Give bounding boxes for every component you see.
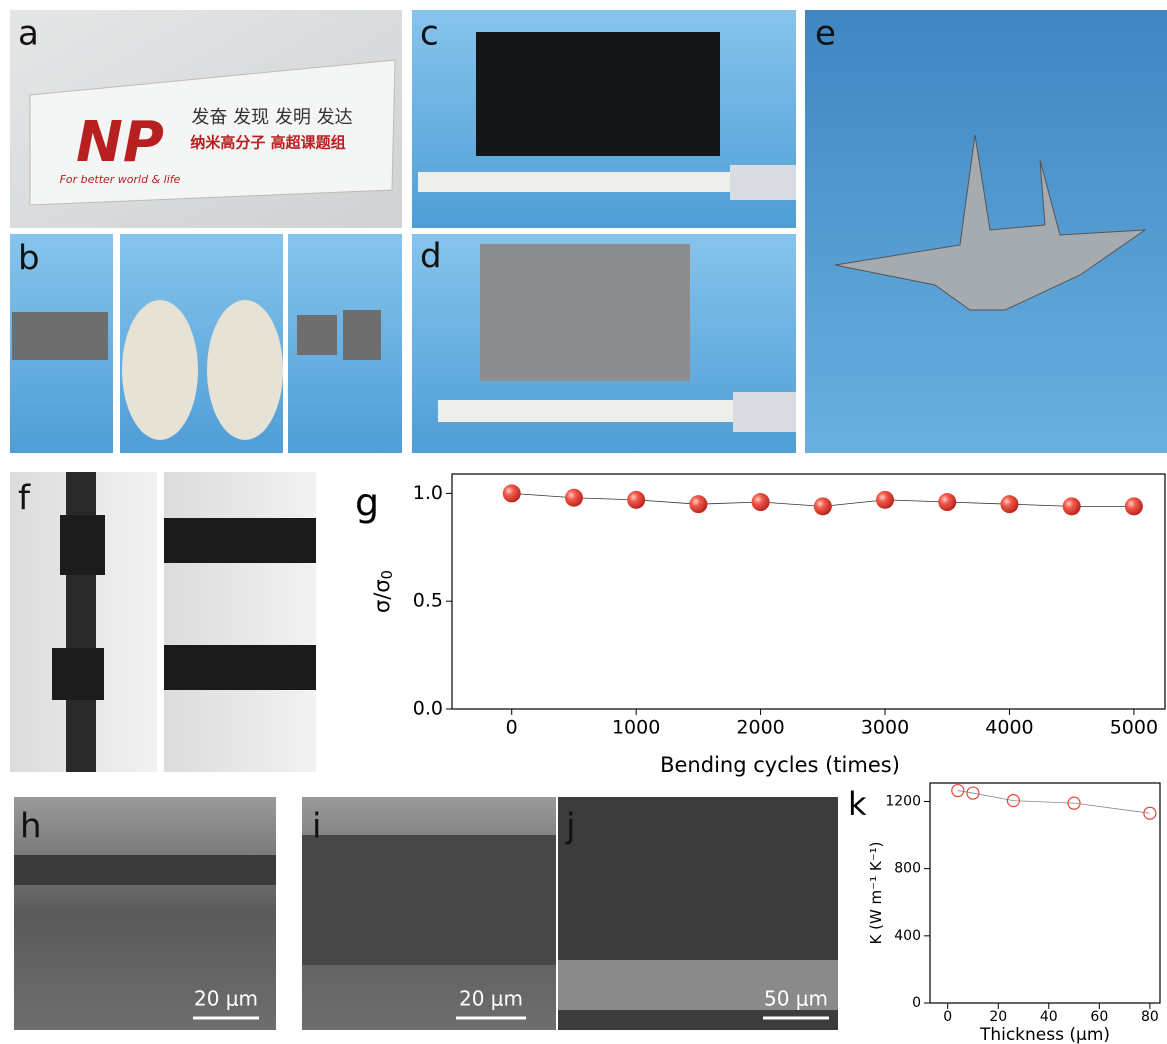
- y-tick-label: 0: [912, 995, 921, 1011]
- x-tick-label: 2000: [736, 717, 784, 739]
- page: NP 发奋 发现 发明 发达 纳米高分子 高超课题组 For better wo…: [0, 0, 1167, 1044]
- tape-case: [730, 165, 796, 200]
- panel-label: d: [420, 237, 442, 277]
- data-point: [752, 493, 770, 511]
- x-tick-label: 4000: [985, 717, 1033, 739]
- data-point: [503, 484, 521, 502]
- glove: [207, 300, 283, 440]
- scale-label: 50 μm: [764, 987, 828, 1011]
- y-axis-label-main: σ/σ: [370, 579, 394, 613]
- motto: For better world & life: [60, 173, 181, 186]
- film-gray: [480, 244, 690, 381]
- y-tick-label: 400: [894, 928, 921, 944]
- panel-label: h: [20, 807, 42, 847]
- x-tick-label: 3000: [861, 717, 909, 739]
- x-tick-label: 1000: [612, 717, 660, 739]
- panel-label: c: [420, 14, 439, 54]
- scale-label: 20 μm: [459, 987, 523, 1011]
- clamp: [52, 648, 104, 700]
- panel-label: e: [815, 14, 836, 54]
- x-tick-label: 80: [1141, 1009, 1159, 1025]
- x-tick-label: 40: [1040, 1009, 1058, 1025]
- x-tick-label: 0: [943, 1009, 952, 1025]
- data-point: [1000, 495, 1018, 513]
- x-tick-label: 5000: [1110, 717, 1158, 739]
- y-axis-label-sub: 0: [379, 570, 396, 579]
- y-tick-label: 0.0: [413, 698, 443, 720]
- y-axis-label: σ/σ0: [370, 570, 396, 613]
- y-tick-label: 1200: [885, 793, 921, 809]
- data-point: [876, 491, 894, 509]
- x-axis-label: Thickness (μm): [979, 1025, 1110, 1044]
- y-axis-label-main: K (W m⁻¹ K⁻¹): [867, 842, 885, 945]
- chart-title: g: [355, 481, 379, 525]
- y-tick-label: 800: [894, 861, 921, 877]
- photo-f2: [164, 472, 316, 772]
- plot-frame: [452, 474, 1165, 709]
- x-axis-label: Bending cycles (times): [660, 753, 900, 777]
- clamp: [164, 645, 316, 690]
- ruler: [438, 400, 733, 422]
- y-tick-label: 1.0: [413, 482, 443, 504]
- panel-label: f: [18, 479, 31, 519]
- panel-label: i: [312, 807, 321, 847]
- data-point: [565, 489, 583, 507]
- group: 纳米高分子 高超课题组: [190, 134, 345, 152]
- y-tick-label: 0.5: [413, 590, 443, 612]
- data-point: [814, 497, 832, 515]
- tape-case: [733, 392, 796, 432]
- clamp: [164, 518, 316, 563]
- chart-title: k: [848, 785, 867, 823]
- data-point: [627, 491, 645, 509]
- clamp: [60, 515, 105, 575]
- x-tick-label: 0: [506, 717, 518, 739]
- film-black: [476, 32, 720, 156]
- logo: NP: [76, 110, 164, 175]
- data-point: [689, 495, 707, 513]
- series-line: [958, 791, 1150, 814]
- panel-label: j: [565, 807, 575, 847]
- x-tick-label: 20: [989, 1009, 1007, 1025]
- layer: [302, 835, 556, 965]
- data-point: [938, 493, 956, 511]
- y-axis-label: K (W m⁻¹ K⁻¹): [867, 842, 885, 945]
- scale-label: 20 μm: [194, 987, 258, 1011]
- data-point: [1125, 497, 1143, 515]
- foil: [297, 315, 337, 355]
- foil: [12, 312, 108, 360]
- glove: [122, 300, 198, 440]
- data-point: [1063, 497, 1081, 515]
- figure: NP 发奋 发现 发明 发达 纳米高分子 高超课题组 For better wo…: [0, 0, 1167, 1044]
- slogan: 发奋 发现 发明 发达: [191, 107, 352, 128]
- panel-label: a: [18, 14, 39, 54]
- layer: [14, 855, 276, 885]
- plot-frame: [930, 783, 1160, 1003]
- foil: [343, 310, 381, 360]
- ruler: [418, 172, 730, 192]
- panel-label: b: [18, 239, 40, 279]
- x-tick-label: 60: [1090, 1009, 1108, 1025]
